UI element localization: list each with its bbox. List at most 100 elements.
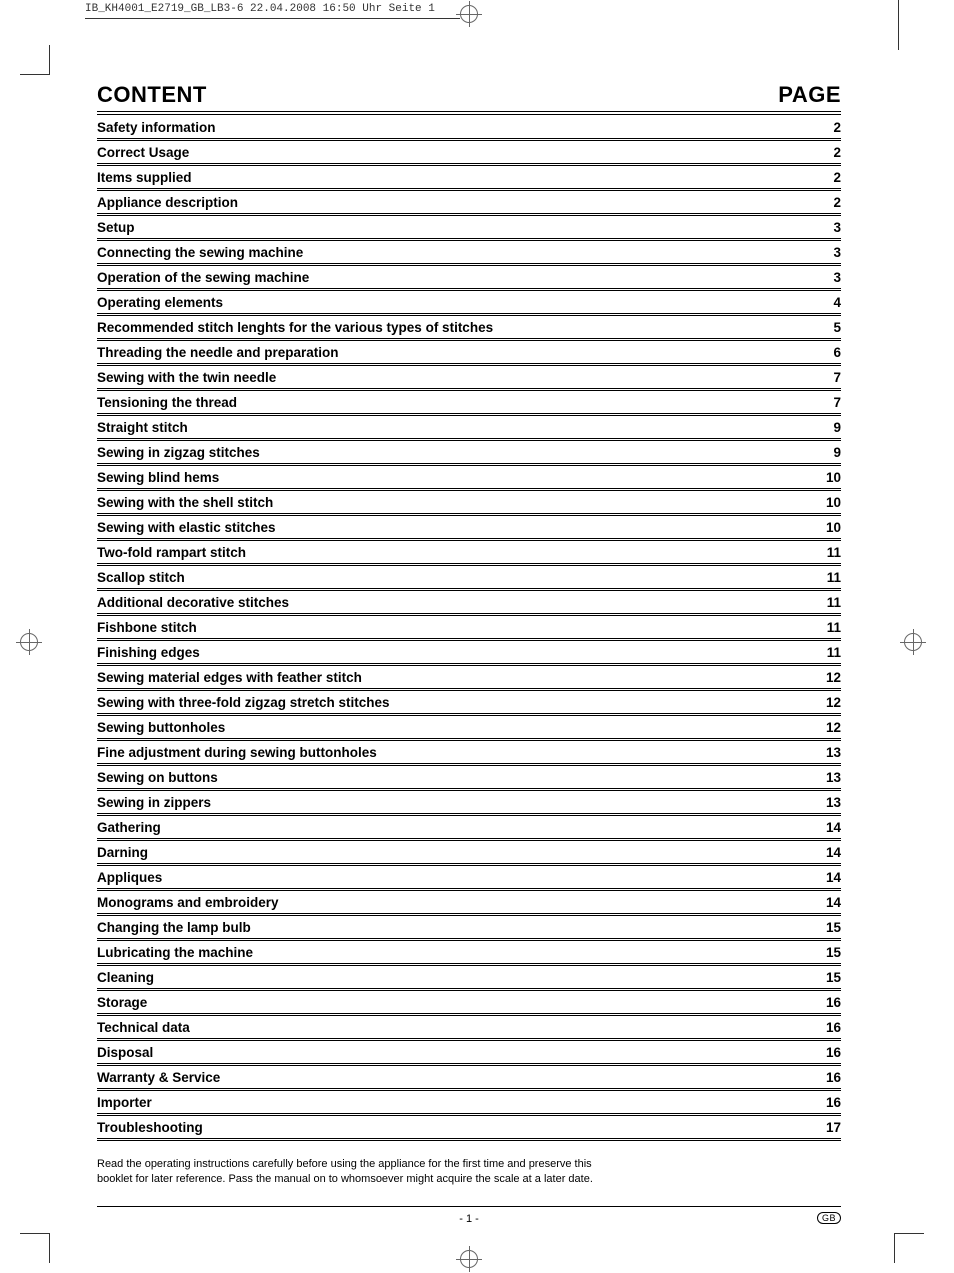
toc-entry-title: Correct Usage: [97, 145, 811, 160]
toc-entry-page: 7: [811, 395, 841, 410]
toc-row: Connecting the sewing machine3: [97, 241, 841, 266]
toc-entry-title: Sewing in zigzag stitches: [97, 445, 811, 460]
toc-row: Straight stitch9: [97, 416, 841, 441]
toc-entry-title: Sewing with the shell stitch: [97, 495, 811, 510]
toc-entry-page: 14: [811, 895, 841, 910]
toc-entry-page: 3: [811, 220, 841, 235]
toc-entry-page: 14: [811, 820, 841, 835]
toc-row: Changing the lamp bulb15: [97, 916, 841, 941]
toc-entry-title: Troubleshooting: [97, 1120, 811, 1135]
toc-entry-title: Straight stitch: [97, 420, 811, 435]
toc-entry-page: 10: [811, 520, 841, 535]
reg-mark-right: [904, 633, 924, 653]
page-footer: - 1 - GB: [97, 1206, 841, 1225]
toc-row: Two-fold rampart stitch11: [97, 541, 841, 566]
toc-entry-title: Scallop stitch: [97, 570, 811, 585]
toc-row: Scallop stitch11: [97, 566, 841, 591]
toc-row: Recommended stitch lenghts for the vario…: [97, 316, 841, 341]
region-badge: GB: [817, 1212, 841, 1224]
toc-entry-page: 11: [811, 545, 841, 560]
toc-entry-title: Cleaning: [97, 970, 811, 985]
crop-mark-top-right: [898, 0, 899, 50]
toc-row: Warranty & Service16: [97, 1066, 841, 1091]
toc-entry-page: 7: [811, 370, 841, 385]
toc-entry-title: Items supplied: [97, 170, 811, 185]
toc-row: Additional decorative stitches11: [97, 591, 841, 616]
toc-entry-page: 11: [811, 595, 841, 610]
toc-entry-title: Sewing with the twin needle: [97, 370, 811, 385]
toc-entry-page: 14: [811, 845, 841, 860]
toc-row: Sewing with elastic stitches10: [97, 516, 841, 541]
toc-entry-title: Two-fold rampart stitch: [97, 545, 811, 560]
toc-entry-page: 16: [811, 1020, 841, 1035]
toc-entry-page: 15: [811, 920, 841, 935]
toc-entry-title: Sewing with elastic stitches: [97, 520, 811, 535]
toc-header-row: CONTENT PAGE: [97, 82, 841, 115]
toc-entry-title: Setup: [97, 220, 811, 235]
toc-entry-title: Sewing with three-fold zigzag stretch st…: [97, 695, 811, 710]
toc-row: Sewing on buttons13: [97, 766, 841, 791]
toc-entry-page: 6: [811, 345, 841, 360]
toc-row: Sewing buttonholes12: [97, 716, 841, 741]
toc-entry-title: Operating elements: [97, 295, 811, 310]
toc-entry-page: 16: [811, 995, 841, 1010]
toc-row: Operating elements4: [97, 291, 841, 316]
toc-entry-page: 11: [811, 620, 841, 635]
content-heading: CONTENT: [97, 82, 207, 108]
toc-entry-title: Operation of the sewing machine: [97, 270, 811, 285]
toc-row: Tensioning the thread7: [97, 391, 841, 416]
toc-entry-page: 5: [811, 320, 841, 335]
crop-mark-bottom-right: [894, 1233, 924, 1263]
toc-entry-page: 14: [811, 870, 841, 885]
toc-row: Sewing with three-fold zigzag stretch st…: [97, 691, 841, 716]
toc-row: Correct Usage2: [97, 141, 841, 166]
toc-entry-page: 17: [811, 1120, 841, 1135]
reg-mark-bottom: [460, 1250, 478, 1268]
toc-entry-page: 9: [811, 420, 841, 435]
toc-row: Sewing with the twin needle7: [97, 366, 841, 391]
toc-entry-title: Importer: [97, 1095, 811, 1110]
toc-entry-title: Lubricating the machine: [97, 945, 811, 960]
toc-entry-title: Gathering: [97, 820, 811, 835]
footer-line-1: Read the operating instructions carefull…: [97, 1157, 841, 1172]
page-heading: PAGE: [778, 82, 841, 108]
toc-row: Technical data16: [97, 1016, 841, 1041]
toc-entry-page: 13: [811, 770, 841, 785]
toc-entry-page: 12: [811, 720, 841, 735]
toc-row: Operation of the sewing machine3: [97, 266, 841, 291]
toc-entry-page: 12: [811, 695, 841, 710]
toc-row: Sewing in zigzag stitches9: [97, 441, 841, 466]
toc-entry-title: Finishing edges: [97, 645, 811, 660]
toc-entry-page: 13: [811, 795, 841, 810]
toc-entry-title: Sewing buttonholes: [97, 720, 811, 735]
toc-entry-title: Additional decorative stitches: [97, 595, 811, 610]
toc-entry-page: 15: [811, 945, 841, 960]
toc-entry-page: 16: [811, 1045, 841, 1060]
crop-mark-top-left: [20, 45, 50, 75]
toc-row: Setup3: [97, 216, 841, 241]
toc-row: Sewing with the shell stitch10: [97, 491, 841, 516]
toc-entry-page: 2: [811, 170, 841, 185]
toc-row: Safety information2: [97, 116, 841, 141]
reg-mark-top: [460, 5, 478, 23]
toc-entry-title: Connecting the sewing machine: [97, 245, 811, 260]
toc-row: Threading the needle and preparation6: [97, 341, 841, 366]
toc-entry-title: Threading the needle and preparation: [97, 345, 811, 360]
crop-mark-bottom-left: [20, 1233, 50, 1263]
toc-entry-title: Disposal: [97, 1045, 811, 1060]
toc-row: Fishbone stitch11: [97, 616, 841, 641]
toc-entry-page: 9: [811, 445, 841, 460]
toc-row: Sewing blind hems10: [97, 466, 841, 491]
toc-entry-title: Fishbone stitch: [97, 620, 811, 635]
toc-row: Sewing material edges with feather stitc…: [97, 666, 841, 691]
toc-entry-page: 15: [811, 970, 841, 985]
toc-entry-page: 2: [811, 120, 841, 135]
toc-entry-title: Changing the lamp bulb: [97, 920, 811, 935]
toc-row: Finishing edges11: [97, 641, 841, 666]
toc-entry-page: 12: [811, 670, 841, 685]
toc-entry-title: Storage: [97, 995, 811, 1010]
toc-row: Sewing in zippers13: [97, 791, 841, 816]
footer-instructions: Read the operating instructions carefull…: [97, 1157, 841, 1188]
toc-entry-page: 4: [811, 295, 841, 310]
toc-entry-title: Safety information: [97, 120, 811, 135]
